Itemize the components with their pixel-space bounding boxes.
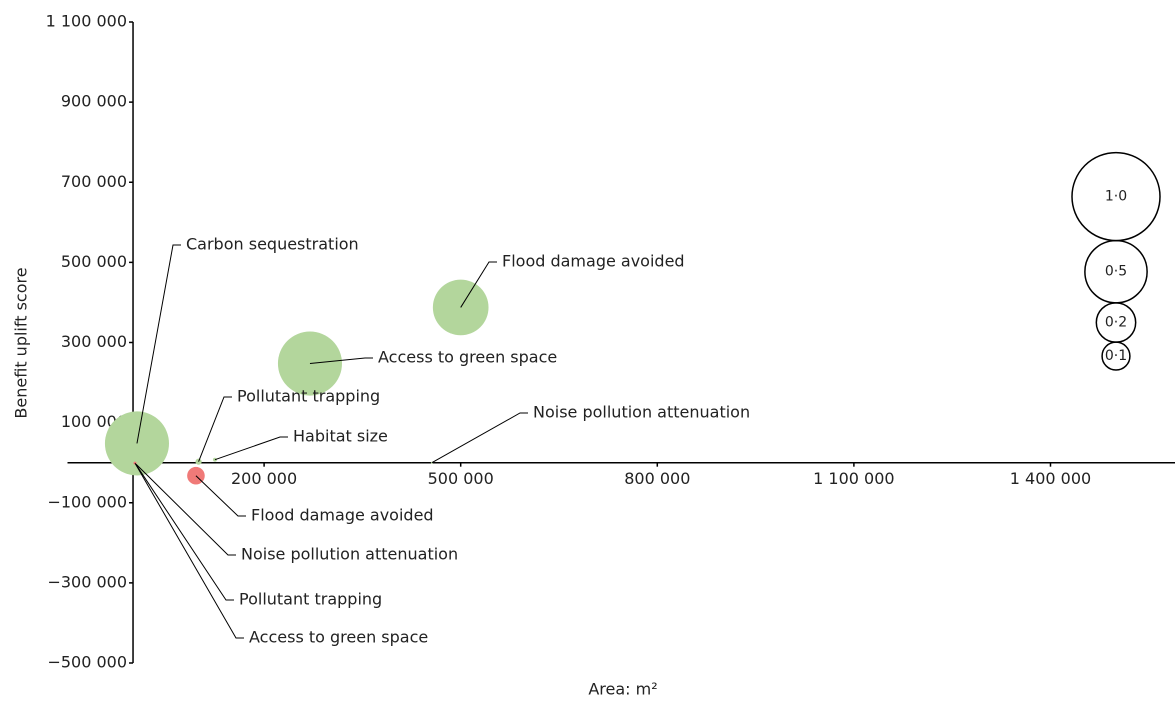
size-legend-label: 0·1 — [1105, 348, 1127, 364]
point-label: Flood damage avoided — [502, 252, 685, 271]
leader-line — [309, 357, 373, 365]
x-tick-label: 1 100 000 — [813, 469, 894, 488]
size-legend-label: 0·5 — [1105, 264, 1127, 280]
x-tick-label: 200 000 — [231, 469, 297, 488]
y-tick-label: −100 000 — [47, 492, 127, 511]
size-legend-circle — [1101, 341, 1131, 371]
point-label: Noise pollution attenuation — [533, 403, 750, 422]
leader-line — [195, 475, 246, 517]
y-tick-label: −300 000 — [47, 572, 127, 591]
point-label: Habitat size — [293, 427, 388, 446]
y-tick-label: 900 000 — [61, 92, 127, 111]
leader-line — [134, 462, 244, 639]
leader-line — [136, 244, 181, 444]
point-label: Flood damage avoided — [251, 506, 434, 525]
point-label: Pollutant trapping — [239, 590, 382, 609]
y-tick-label: −500 000 — [47, 653, 127, 672]
point-label: Noise pollution attenuation — [241, 545, 458, 564]
leader-line — [134, 462, 236, 556]
point-label: Carbon sequestration — [186, 235, 359, 254]
point-label: Access to green space — [378, 348, 557, 367]
leader-line — [198, 396, 232, 462]
point-label: Pollutant trapping — [237, 387, 380, 406]
y-axis-label: Benefit uplift score — [12, 267, 31, 418]
y-tick-label: 1 100 000 — [46, 12, 127, 31]
y-tick-label: 700 000 — [61, 172, 127, 191]
y-tick-label: 500 000 — [61, 252, 127, 271]
bubble — [104, 411, 169, 476]
y-tick-label: 300 000 — [61, 332, 127, 351]
leader-line — [460, 261, 497, 308]
x-tick-label: 1 400 000 — [1010, 469, 1091, 488]
x-axis-label: Area: m² — [588, 680, 657, 699]
size-legend-label: 1·0 — [1105, 189, 1127, 205]
x-tick-label: 800 000 — [624, 469, 690, 488]
size-legend-label: 0·2 — [1105, 314, 1127, 330]
leader-line — [214, 436, 288, 461]
x-tick-label: 500 000 — [428, 469, 494, 488]
leader-line — [431, 412, 528, 464]
point-label: Access to green space — [249, 628, 428, 647]
leader-line — [134, 462, 234, 601]
